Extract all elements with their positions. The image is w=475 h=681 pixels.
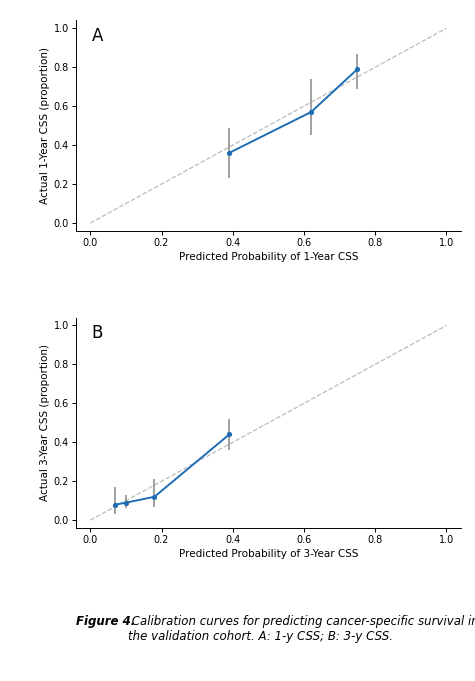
- X-axis label: Predicted Probability of 3-Year CSS: Predicted Probability of 3-Year CSS: [179, 549, 358, 559]
- Text: B: B: [91, 324, 103, 342]
- Y-axis label: Actual 3-Year CSS (proportion): Actual 3-Year CSS (proportion): [39, 345, 49, 501]
- Point: [151, 492, 158, 503]
- Text: A: A: [91, 27, 103, 45]
- Point: [225, 148, 233, 159]
- Point: [353, 64, 361, 75]
- Text: Calibration curves for predicting cancer-specific survival in
the validation coh: Calibration curves for predicting cancer…: [128, 615, 475, 643]
- Point: [225, 429, 233, 440]
- Text: Figure 4.: Figure 4.: [76, 615, 135, 628]
- Point: [122, 497, 130, 508]
- Y-axis label: Actual 1-Year CSS (proportion): Actual 1-Year CSS (proportion): [39, 47, 49, 204]
- Point: [307, 106, 315, 117]
- X-axis label: Predicted Probability of 1-Year CSS: Predicted Probability of 1-Year CSS: [179, 252, 358, 262]
- Point: [111, 499, 119, 510]
